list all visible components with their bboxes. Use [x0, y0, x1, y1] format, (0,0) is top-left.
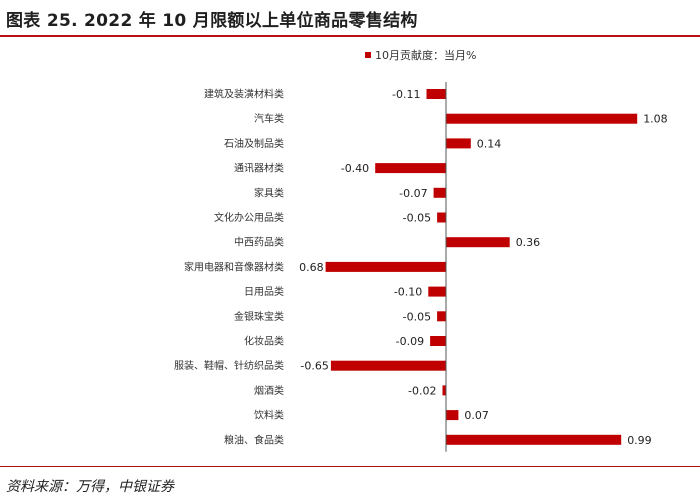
bar-11: [330, 360, 446, 371]
bar-1: [446, 113, 638, 124]
value-label: -0.10: [394, 286, 422, 299]
source-rule: [0, 466, 700, 467]
value-label: 1.08: [643, 113, 668, 126]
legend-label: 10月贡献度：当月%: [375, 48, 476, 62]
bar-9: [437, 311, 446, 322]
value-label: -0.40: [341, 162, 369, 175]
value-label: 0.14: [477, 137, 502, 150]
category-label: 饮料类: [254, 409, 284, 422]
category-label: 中西药品类: [234, 236, 284, 249]
category-label: 家具类: [254, 186, 284, 199]
source-note: 资料来源：万得，中银证券: [6, 479, 174, 495]
bar-0: [426, 89, 446, 99]
value-label: -0.65: [300, 360, 328, 373]
bar-4: [433, 187, 446, 198]
category-label: 汽车类: [254, 112, 284, 125]
value-label: 0.99: [627, 434, 652, 447]
category-label: 烟酒类: [254, 384, 284, 397]
value-label: -0.02: [408, 384, 436, 397]
category-label: 通讯器材类: [234, 162, 284, 175]
value-label: 0.07: [464, 409, 489, 422]
bar-14: [446, 434, 622, 445]
value-label: 0.36: [516, 236, 541, 249]
bar-12: [442, 385, 446, 396]
category-label: 粮油、食品类: [224, 433, 284, 446]
legend: 10月贡献度：当月%: [365, 48, 476, 62]
value-label: -0.05: [403, 310, 431, 323]
chart-title: 图表 25. 2022 年 10 月限额以上单位商品零售结构: [6, 11, 418, 31]
bar-7: [325, 261, 446, 272]
bar-5: [437, 212, 446, 223]
value-label: -0.11: [392, 88, 420, 101]
category-label: 日用品类: [244, 285, 284, 298]
category-label: 石油及制品类: [224, 137, 284, 150]
bar-6: [446, 237, 510, 248]
value-label: -0.07: [399, 187, 427, 200]
category-label: 化妆品类: [244, 335, 284, 348]
bar-3: [375, 163, 446, 174]
title-rule: [0, 35, 700, 37]
legend-swatch: [365, 52, 371, 58]
value-label: -0.05: [403, 212, 431, 225]
category-label: 服装、鞋帽、针纺织品类: [174, 359, 284, 372]
category-label: 金银珠宝类: [234, 310, 284, 323]
category-label: 家用电器和音像器材类: [184, 260, 284, 273]
category-label: 建筑及装潢材料类: [204, 88, 284, 101]
bar-8: [428, 286, 446, 297]
category-label: 文化办公用品类: [214, 211, 284, 224]
bar-10: [430, 336, 446, 346]
bar-2: [446, 138, 471, 149]
bar-13: [446, 410, 459, 421]
value-label: 0.68: [299, 261, 324, 274]
bar-chart: 10月贡献度：当月% 建筑及装潢材料类 -0.11 汽车类 1.08 石油及制品类 0.1…: [174, 48, 668, 452]
value-label: -0.09: [396, 335, 424, 348]
